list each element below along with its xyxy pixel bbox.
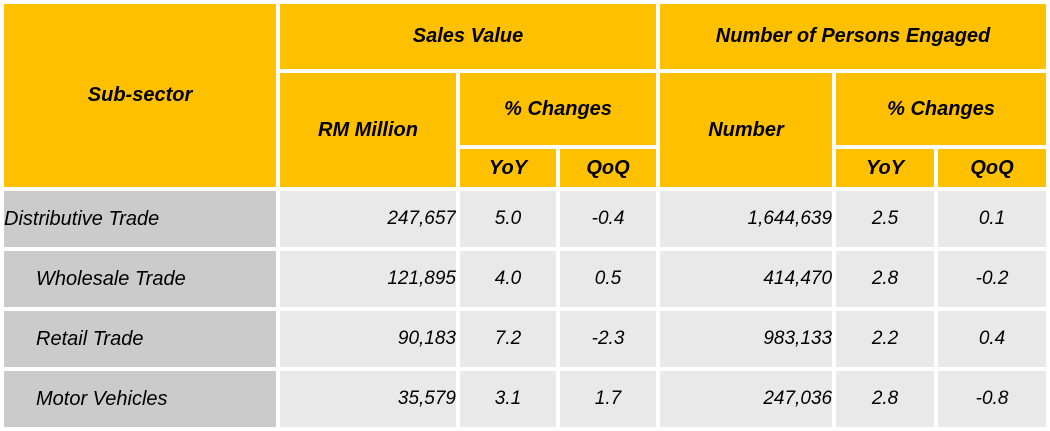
row-label: Motor Vehicles xyxy=(4,371,276,427)
header-rm-million: RM Million xyxy=(280,73,456,187)
header-sales-pct-changes: % Changes xyxy=(460,73,657,145)
cell-persons-yoy: 2.8 xyxy=(836,371,935,427)
header-persons-qoq: QoQ xyxy=(938,149,1047,187)
cell-persons-number: 414,470 xyxy=(660,251,833,307)
row-label: Wholesale Trade xyxy=(4,251,276,307)
cell-sales-qoq: -2.3 xyxy=(560,311,657,367)
header-sales-yoy: YoY xyxy=(460,149,556,187)
header-number: Number xyxy=(660,73,833,187)
cell-persons-number: 247,036 xyxy=(660,371,833,427)
cell-sales-yoy: 4.0 xyxy=(460,251,556,307)
table-row-wholesale-trade: Wholesale Trade 121,895 4.0 0.5 414,470 … xyxy=(4,251,1047,307)
table-row-retail-trade: Retail Trade 90,183 7.2 -2.3 983,133 2.2… xyxy=(4,311,1047,367)
cell-persons-qoq: 0.4 xyxy=(938,311,1047,367)
cell-sales-rm-million: 90,183 xyxy=(280,311,456,367)
cell-persons-number: 983,133 xyxy=(660,311,833,367)
header-sales-qoq: QoQ xyxy=(560,149,657,187)
table-row-distributive-trade: Distributive Trade 247,657 5.0 -0.4 1,64… xyxy=(4,191,1047,247)
cell-persons-qoq: 0.1 xyxy=(938,191,1047,247)
row-label: Distributive Trade xyxy=(4,191,276,247)
cell-sales-yoy: 3.1 xyxy=(460,371,556,427)
cell-persons-qoq: -0.2 xyxy=(938,251,1047,307)
cell-sales-rm-million: 247,657 xyxy=(280,191,456,247)
row-label: Retail Trade xyxy=(4,311,276,367)
cell-sales-qoq: 1.7 xyxy=(560,371,657,427)
cell-persons-qoq: -0.8 xyxy=(938,371,1047,427)
cell-persons-number: 1,644,639 xyxy=(660,191,833,247)
cell-persons-yoy: 2.8 xyxy=(836,251,935,307)
header-sales-value: Sales Value xyxy=(280,4,657,69)
cell-sales-qoq: 0.5 xyxy=(560,251,657,307)
cell-persons-yoy: 2.2 xyxy=(836,311,935,367)
cell-sales-yoy: 7.2 xyxy=(460,311,556,367)
cell-sales-qoq: -0.4 xyxy=(560,191,657,247)
cell-sales-rm-million: 35,579 xyxy=(280,371,456,427)
cell-sales-yoy: 5.0 xyxy=(460,191,556,247)
header-sub-sector: Sub-sector xyxy=(4,4,276,187)
header-persons-engaged: Number of Persons Engaged xyxy=(660,4,1047,69)
header-persons-pct-changes: % Changes xyxy=(836,73,1047,145)
cell-sales-rm-million: 121,895 xyxy=(280,251,456,307)
table-row-motor-vehicles: Motor Vehicles 35,579 3.1 1.7 247,036 2.… xyxy=(4,371,1047,427)
cell-persons-yoy: 2.5 xyxy=(836,191,935,247)
header-persons-yoy: YoY xyxy=(836,149,935,187)
